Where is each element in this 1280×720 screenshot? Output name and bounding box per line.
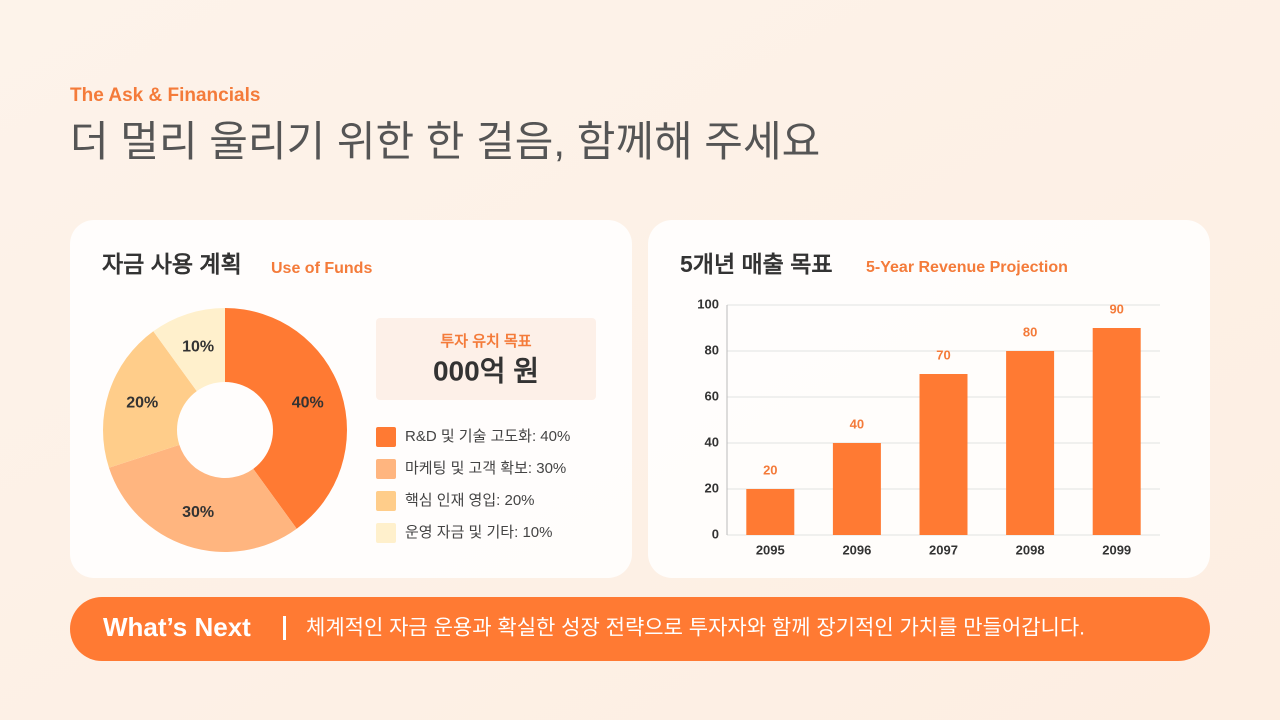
footer-bar	[70, 597, 1210, 661]
data-label: 10%	[182, 338, 214, 355]
target-amount: 000억 원	[433, 355, 539, 386]
x-tick-label: 2097	[929, 542, 958, 557]
chart-title: 5개년 매출 목표	[680, 251, 833, 277]
data-label: 90	[1109, 301, 1123, 316]
data-label: 40	[850, 416, 864, 431]
pie-slice	[108, 444, 297, 552]
chart-subtitle: 5-Year Revenue Projection	[866, 259, 1068, 276]
legend-swatch	[376, 491, 396, 511]
y-tick-label: 20	[705, 480, 719, 495]
pie-slice	[102, 331, 197, 468]
legend-entry: 운영 자금 및 기타: 10%	[405, 524, 552, 541]
x-tick-label: 2099	[1102, 542, 1131, 557]
data-label: 20	[763, 462, 777, 477]
bar	[832, 443, 881, 535]
footer-label: What’s Next	[103, 612, 251, 642]
y-tick-label: 60	[705, 388, 719, 403]
x-tick-label: 2098	[1016, 542, 1045, 557]
legend-entry: 핵심 인재 영입: 20%	[405, 492, 535, 509]
data-label: 70	[936, 347, 950, 362]
y-tick-label: 100	[697, 296, 719, 311]
bar	[1006, 351, 1055, 535]
x-tick-label: 2096	[842, 542, 871, 557]
y-tick-label: 0	[712, 526, 719, 541]
chart-subtitle: Use of Funds	[271, 260, 372, 277]
legend-entry: 마케팅 및 고객 확보: 30%	[405, 460, 566, 477]
data-label: 40%	[292, 394, 324, 411]
separator	[283, 616, 286, 640]
chart-title: 자금 사용 계획	[102, 251, 242, 277]
x-tick-label: 2095	[756, 542, 785, 557]
bar	[746, 489, 795, 535]
legend-swatch	[376, 523, 396, 543]
target-label: 투자 유치 목표	[440, 333, 531, 350]
legend-swatch	[376, 427, 396, 447]
footer-text: 체계적인 자금 운용과 확실한 성장 전략으로 투자자와 함께 장기적인 가치를…	[306, 617, 1085, 640]
data-label: 80	[1023, 324, 1037, 339]
bar	[919, 374, 968, 535]
y-tick-label: 80	[705, 342, 719, 357]
pie-slice	[153, 308, 225, 392]
legend-entry: R&D 및 기술 고도화: 40%	[405, 428, 570, 445]
target-box	[376, 318, 596, 400]
pie-slice	[225, 308, 347, 529]
kicker: The Ask & Financials	[70, 85, 260, 106]
slide-title: 더 멀리 울리기 위한 한 걸음, 함께해 주세요	[70, 118, 820, 165]
data-label: 20%	[126, 394, 158, 411]
y-tick-label: 40	[705, 434, 719, 449]
data-label: 30%	[182, 504, 214, 521]
bar	[1092, 328, 1141, 535]
legend-swatch	[376, 459, 396, 479]
